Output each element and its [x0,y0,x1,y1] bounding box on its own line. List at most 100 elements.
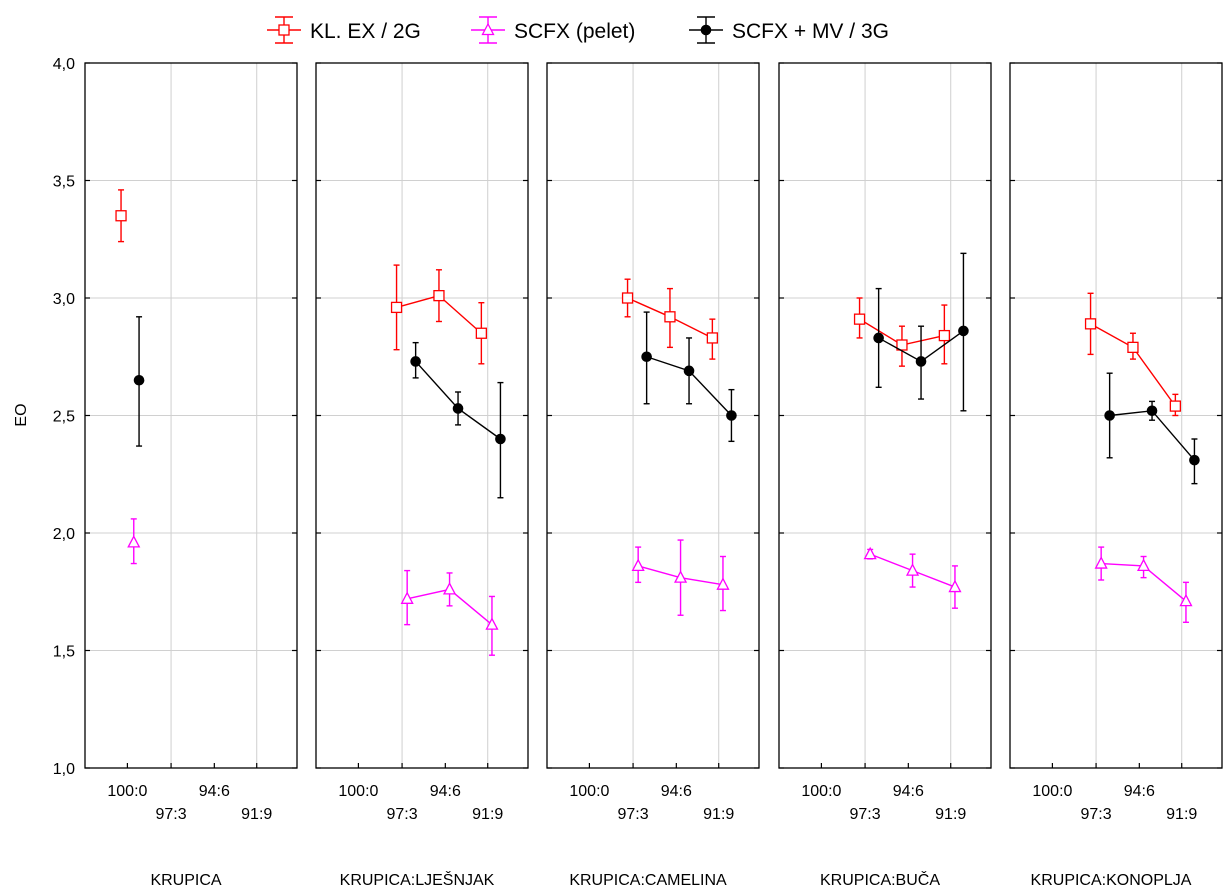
series-mv [641,311,737,443]
data-point-sc [948,579,962,593]
legend-item-kl: KL. EX / 2G [267,16,421,44]
data-point-mv [495,433,506,445]
legend-label: SCFX + MV / 3G [732,20,889,43]
x-tick-label: 94:6 [430,783,461,800]
data-point-sc [863,546,877,560]
data-point-mv [641,351,652,363]
data-point-kl [115,210,127,222]
data-point-mv [1146,405,1158,417]
data-point-mv [452,403,464,414]
legend-marker-kl [278,24,290,36]
data-point-sc [400,591,414,604]
panel-4: 100:0 97:3 94:6 91:9 KRUPICA:BUČA [778,62,992,889]
data-point-sc [442,581,457,595]
series-mv [1104,372,1200,485]
data-point-kl [664,311,676,323]
x-tick-label: 94:6 [661,783,692,800]
y-tick-label: 4,0 [53,56,75,73]
y-axis-label: EO [13,403,30,426]
y-tick-label: 2,0 [53,526,75,543]
data-point-kl [938,329,951,342]
data-point-sc [673,570,688,583]
data-point-kl [433,289,445,302]
x-tick-label: 100:0 [569,783,609,800]
x-tick-label: 91:9 [703,806,734,823]
panel-label: KRUPICA [150,872,221,889]
data-point-mv [726,410,737,421]
x-tick-label: 97:3 [850,806,881,823]
x-tick-label: 97:3 [387,806,418,823]
panel-label: KRUPICA:LJEŠNJAK [340,870,495,889]
series-mv [410,341,506,499]
legend-item-sc: SCFX (pelet) [471,16,635,44]
panels: 1,0 1,5 2,0 2,5 3,0 3,5 4,0 100:0 97:3 94:6 91:9 KR… [53,56,1223,889]
data-point-mv [133,374,145,386]
data-point-sc [485,617,499,630]
panel-3: 100:0 97:3 94:6 91:9 KRUPICA:CAMELINA [546,62,760,889]
legend-label: SCFX (pelet) [514,20,635,43]
legend: KL. EX / 2G SCFX (pelet) SCFX + MV / 3G [267,16,889,44]
panel-5: 100:0 97:3 94:6 91:9 KRUPICA:KONOPLJA [1009,62,1223,889]
data-point-kl [475,327,488,339]
data-point-kl [1127,341,1139,354]
data-point-mv [683,365,695,377]
x-tick-label: 91:9 [935,806,966,823]
data-point-sc [127,534,141,548]
legend-item-mv: SCFX + MV / 3G [689,16,889,44]
x-tick-label: 97:3 [1081,806,1112,823]
legend-marker-mv [700,24,712,36]
series-sc [400,569,499,656]
series-sc [1094,546,1193,623]
data-point-sc [716,577,730,590]
x-tick-label: 97:3 [156,806,187,823]
y-tick-label: 3,0 [53,291,75,308]
series-sc [863,546,962,609]
data-point-kl [1169,400,1182,412]
series-sc [631,539,730,616]
data-point-kl [621,292,634,304]
series-kl [621,278,719,360]
panel-label: KRUPICA:CAMELINA [569,872,727,889]
x-tick-label: 100:0 [338,783,378,800]
x-tick-label: 100:0 [107,783,147,800]
data-point-mv [873,332,884,344]
data-point-mv [1104,410,1115,421]
data-point-mv [915,356,927,367]
series-sc [127,518,141,565]
panel-2: 100:0 97:3 94:6 91:9 KRUPICA:LJEŠNJAK [315,62,529,889]
y-tick-label: 3,5 [53,174,75,191]
x-tick-label: 97:3 [618,806,649,823]
panel-label: KRUPICA:KONOPLJA [1031,872,1192,889]
data-point-sc [905,563,920,576]
data-point-mv [958,325,969,337]
series-kl [1084,292,1182,417]
y-tick-label: 2,5 [53,409,75,426]
data-point-kl [706,332,719,344]
data-point-mv [410,356,421,367]
x-tick-label: 94:6 [1124,783,1155,800]
y-tick-label: 1,0 [53,761,75,778]
panel-1: 1,0 1,5 2,0 2,5 3,0 3,5 4,0 100:0 97:3 94:6 91:9 KR… [53,56,298,889]
x-tick-label: 94:6 [199,783,230,800]
data-point-kl [896,339,908,351]
data-point-sc [1136,558,1151,572]
data-point-sc [1179,593,1193,607]
legend-label: KL. EX / 2G [310,20,421,43]
y-tick-label: 1,5 [53,644,75,661]
data-point-sc [1094,556,1108,569]
panel-label: KRUPICA:BUČA [820,870,940,889]
series-mv [133,316,145,447]
legend-marker-sc [481,22,495,36]
data-point-mv [1189,454,1200,466]
x-tick-label: 94:6 [893,783,924,800]
data-point-kl [1084,318,1097,330]
x-tick-label: 91:9 [1166,806,1197,823]
data-point-sc [631,558,645,572]
x-tick-label: 91:9 [241,806,272,823]
data-point-kl [853,313,866,325]
series-kl [853,297,951,367]
series-kl [115,189,127,243]
x-tick-label: 100:0 [801,783,841,800]
series-kl [390,264,488,365]
